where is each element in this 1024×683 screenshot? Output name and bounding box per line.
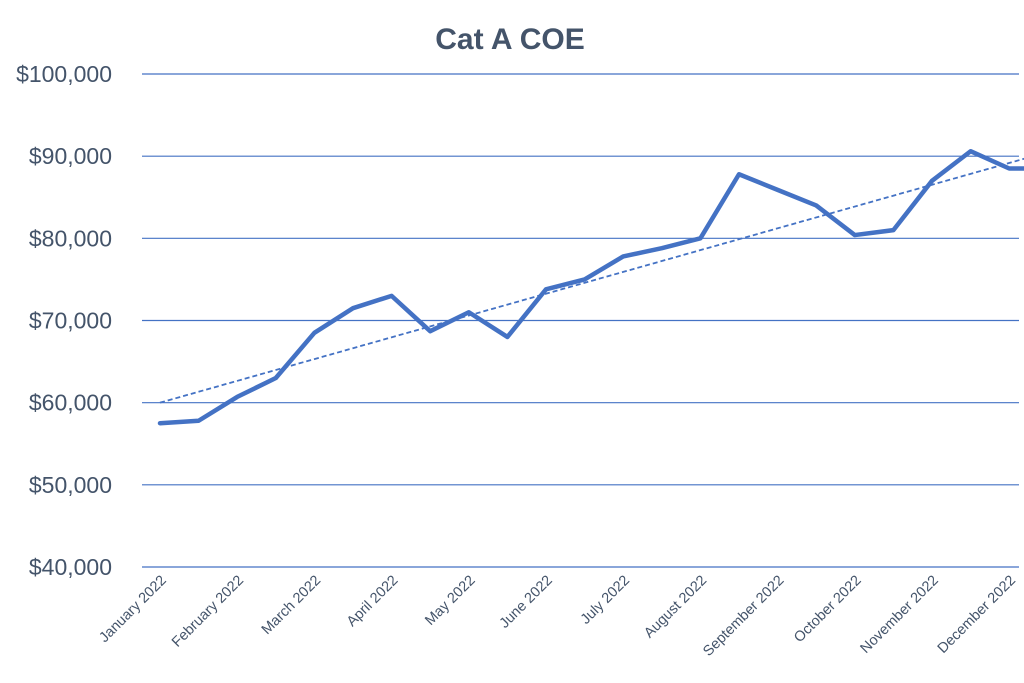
y-tick-label: $80,000 — [29, 225, 112, 251]
y-tick-label: $100,000 — [16, 61, 112, 87]
x-tick-label: December 2022 — [935, 573, 1019, 657]
x-tick-label: July 2022 — [578, 573, 633, 628]
x-tick-label: April 2022 — [344, 573, 401, 630]
x-tick-label: November 2022 — [858, 573, 942, 657]
trendline-group — [159, 157, 1024, 404]
x-tick-label: October 2022 — [791, 573, 864, 646]
y-tick-label: $90,000 — [29, 143, 112, 169]
x-tick-label: June 2022 — [497, 573, 556, 632]
x-tick-label: January 2022 — [96, 573, 169, 646]
x-tick-label: February 2022 — [169, 573, 247, 651]
y-tick-label: $70,000 — [29, 308, 112, 334]
x-axis-tick-labels: January 2022 February 2022 March 2022 April… — [96, 573, 1019, 660]
chart-title: Cat A COE — [435, 23, 584, 56]
gridlines — [142, 73, 1019, 568]
series-group — [157, 148, 1024, 426]
x-tick-label: May 2022 — [422, 573, 478, 629]
y-axis-tick-labels: $40,000 $50,000 $60,000 $70,000 $80,000 $90,0… — [16, 61, 112, 580]
trendline — [159, 157, 1024, 404]
y-tick-label: $50,000 — [29, 472, 112, 498]
x-tick-label: August 2022 — [641, 573, 710, 642]
series-line — [157, 148, 1024, 426]
x-tick-label: March 2022 — [259, 573, 324, 638]
y-tick-label: $40,000 — [29, 554, 112, 580]
x-tick-label: September 2022 — [700, 573, 787, 660]
y-tick-label: $60,000 — [29, 390, 112, 416]
